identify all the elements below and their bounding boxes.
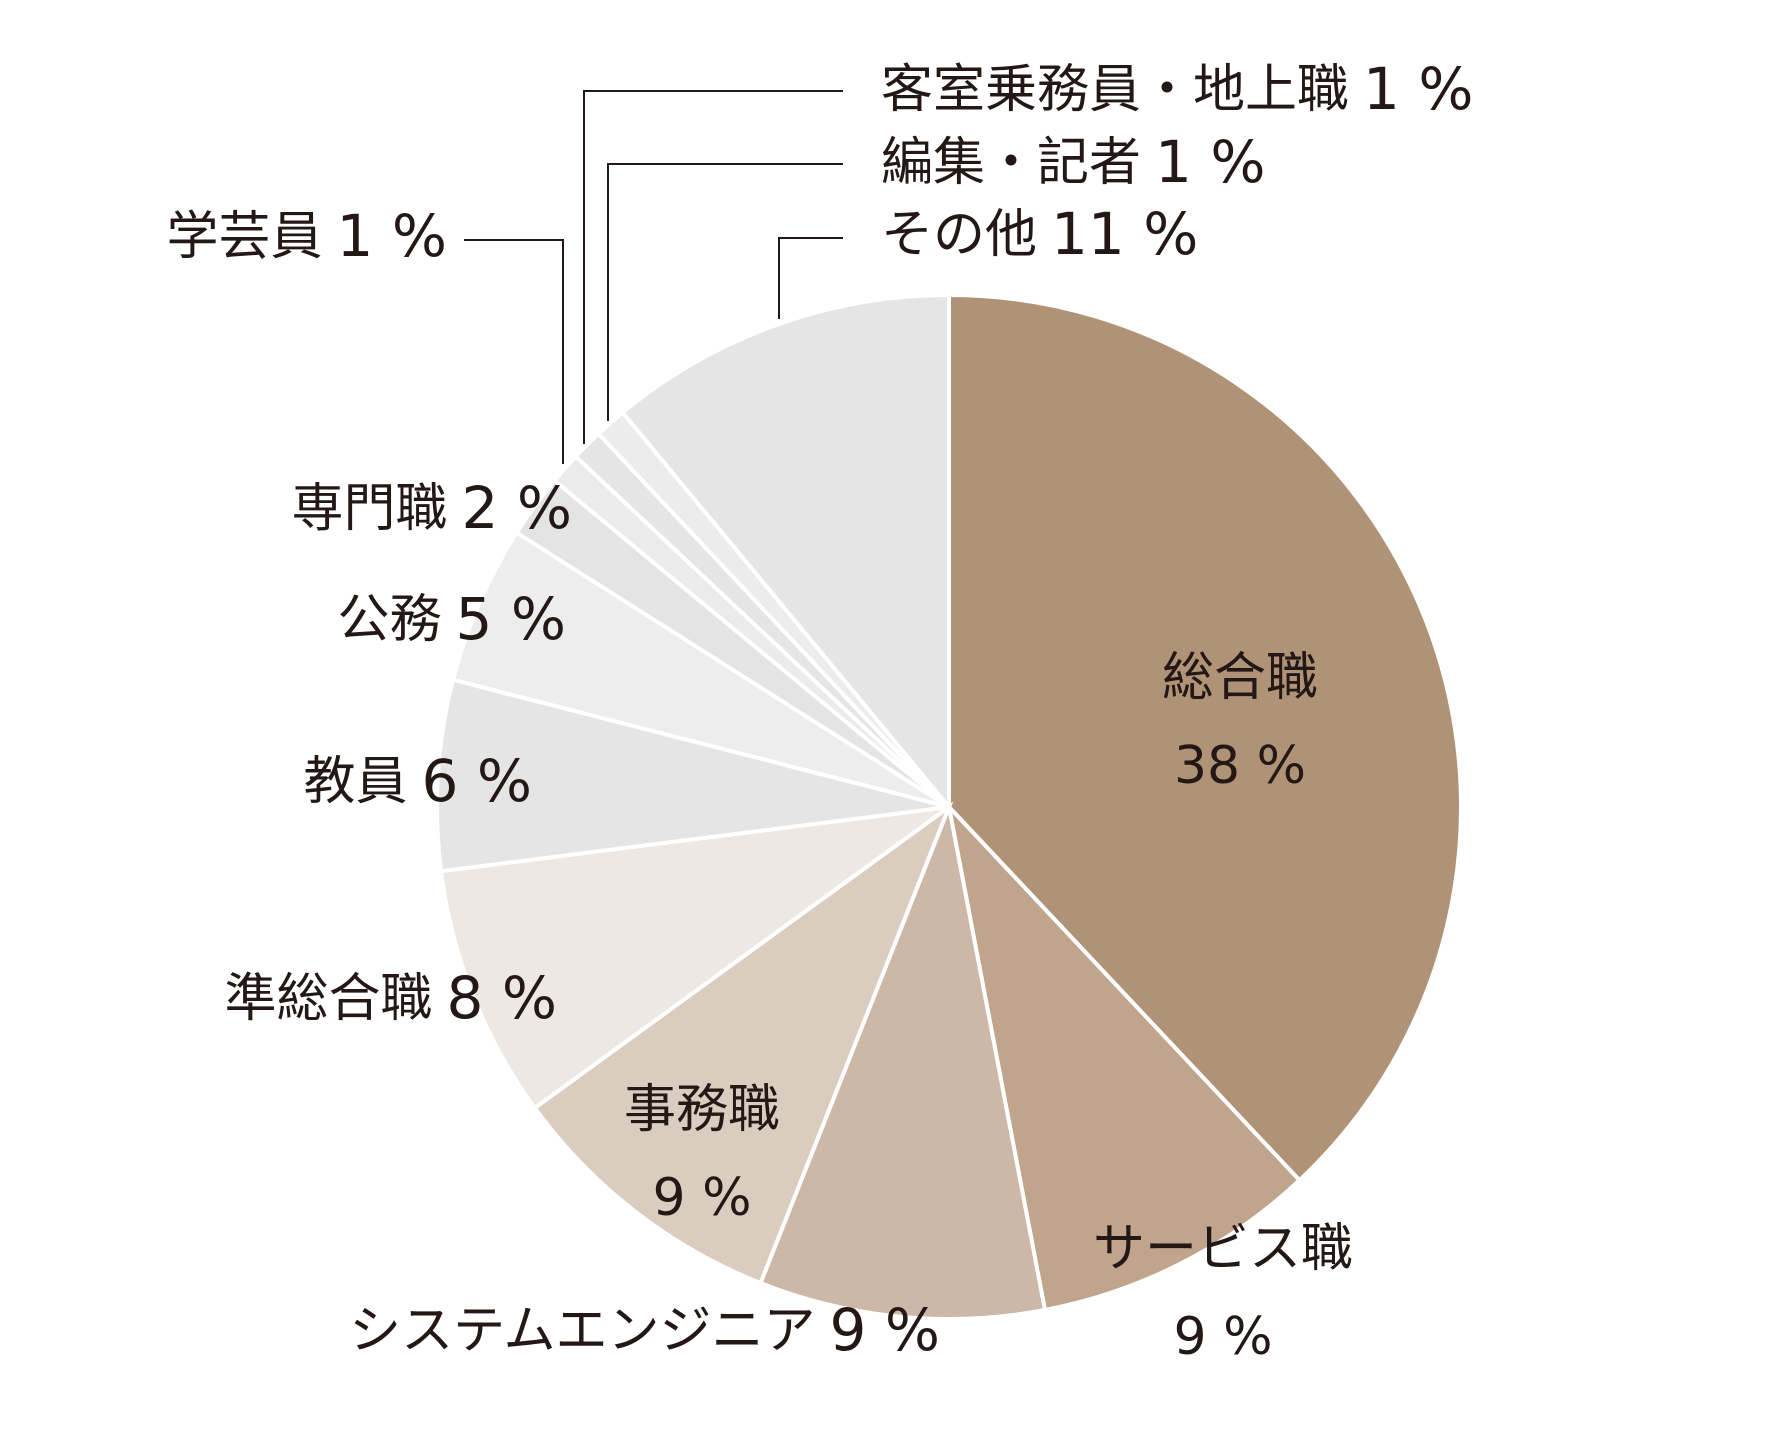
category-name: 公務	[338, 590, 442, 650]
pie-slice	[531, 801, 954, 1286]
slice-label: サービス職	[1093, 1219, 1353, 1279]
value-label: 1 %	[337, 202, 447, 270]
value-label: 1 %	[1155, 128, 1265, 196]
value-label: 5 %	[456, 585, 566, 653]
value-label: 6 %	[422, 747, 532, 815]
slice-label: 事務職	[624, 1080, 780, 1140]
category-name: 客室乗務員・地上職	[881, 60, 1349, 120]
category-name: その他	[881, 205, 1037, 265]
pie-slice	[435, 677, 950, 874]
slice-label: 学芸員 1 %	[167, 202, 447, 270]
value-label: 9 %	[652, 1168, 751, 1228]
value-label: 11 %	[1051, 200, 1198, 268]
value-label: 9 %	[1173, 1307, 1272, 1367]
slice-label: その他 11 %	[881, 200, 1198, 268]
leader-line	[464, 239, 564, 464]
category-name: 編集・記者	[881, 133, 1141, 193]
slice-label: 編集・記者 1 %	[881, 128, 1265, 196]
slice-label: 教員 6 %	[304, 747, 532, 815]
category-name: 専門職	[292, 479, 448, 539]
pie-slice	[438, 805, 951, 1111]
value-label: 1 %	[1363, 55, 1473, 123]
slice-label: 準総合職 8 %	[225, 964, 557, 1032]
pie-slice	[947, 292, 1463, 1184]
pie-slice	[945, 800, 1303, 1313]
value-label: 38 %	[1174, 736, 1306, 796]
slice-label: 客室乗務員・地上職 1 %	[881, 55, 1473, 123]
category-name: システムエンジニア	[349, 1301, 815, 1361]
slice-label: 総合職	[1162, 648, 1318, 708]
value-label: 2 %	[462, 474, 572, 542]
value-label: 9 %	[830, 1296, 940, 1364]
slice-label: システムエンジニア 9 %	[349, 1296, 940, 1364]
slice-label: 専門職 2 %	[292, 474, 572, 542]
category-name: 教員	[304, 752, 408, 812]
pie-slice	[619, 292, 951, 813]
value-label: 8 %	[447, 964, 557, 1032]
pie-slice	[450, 529, 951, 809]
leader-line	[583, 90, 843, 444]
leader-line	[778, 237, 843, 319]
category-name: 学芸員	[167, 207, 323, 267]
slice-label: 公務 5 %	[338, 585, 566, 653]
pie-slice	[757, 799, 1048, 1321]
category-name: 準総合職	[225, 969, 433, 1029]
leader-line	[607, 163, 843, 421]
